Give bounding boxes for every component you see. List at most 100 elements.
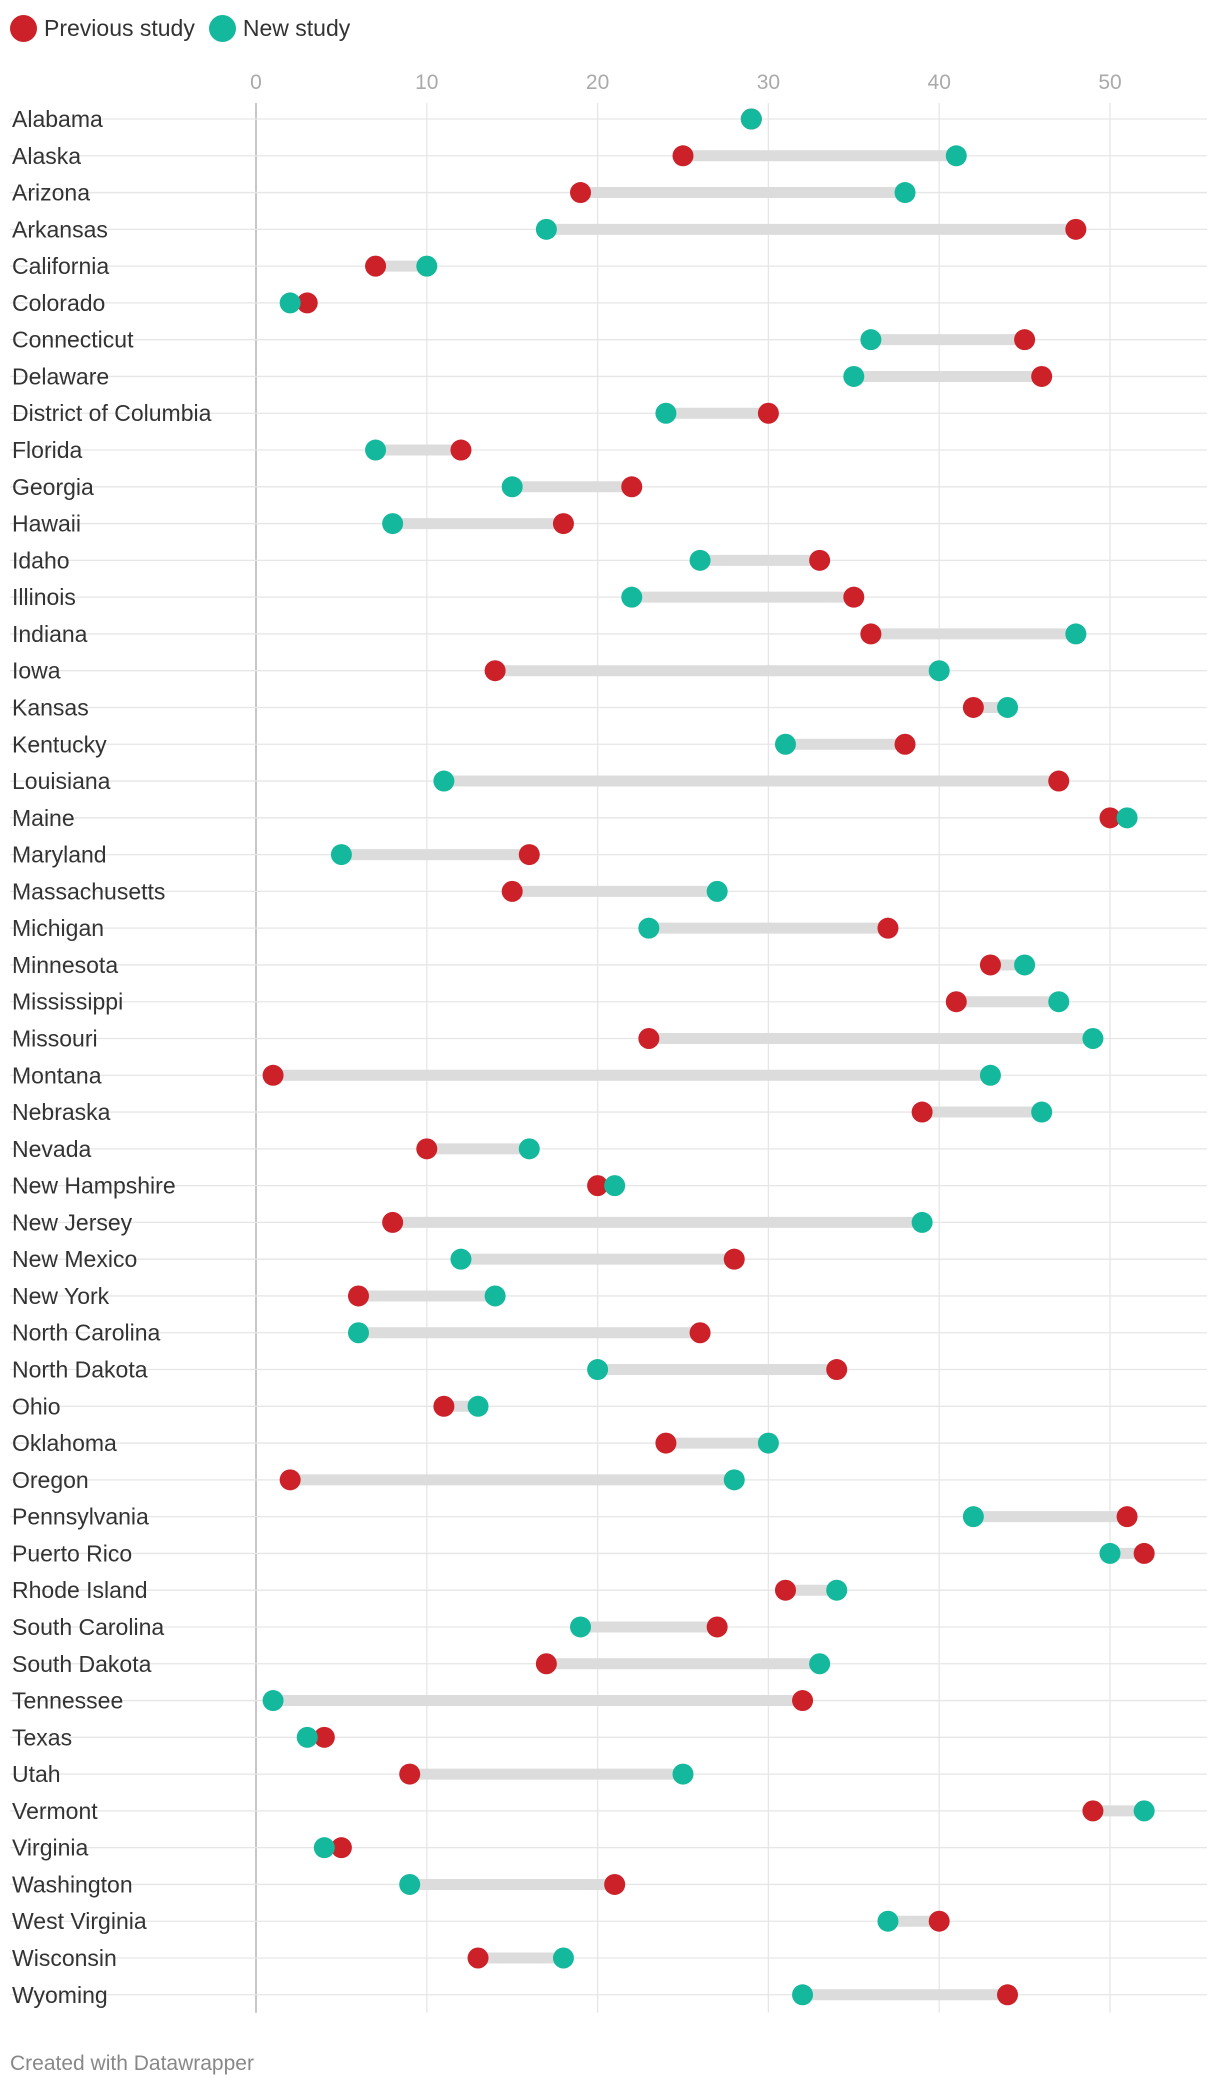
dot-previous-study (365, 255, 387, 277)
state-label: Illinois (12, 584, 76, 610)
dot-previous-study (501, 880, 523, 902)
dot-previous-study (1082, 1800, 1104, 1822)
state-label: Arkansas (12, 216, 108, 242)
dot-new-study (587, 1359, 609, 1381)
state-label: Ohio (12, 1393, 61, 1419)
dot-previous-study (535, 1653, 557, 1675)
state-label: Nebraska (12, 1099, 111, 1125)
dot-new-study (330, 844, 352, 866)
state-label: Maryland (12, 842, 107, 868)
dot-previous-study (604, 1873, 626, 1895)
dot-new-study (877, 1910, 899, 1932)
dot-new-study (979, 1064, 1001, 1086)
legend-label-new: New study (242, 14, 351, 41)
dot-new-study (621, 586, 643, 608)
state-label: California (12, 253, 109, 279)
state-label: Utah (12, 1761, 61, 1787)
dot-new-study (1014, 954, 1036, 976)
state-label: Alaska (12, 143, 81, 169)
dot-previous-study (1133, 1542, 1155, 1564)
dot-new-study (262, 1690, 284, 1712)
state-label: Oklahoma (12, 1430, 117, 1456)
dot-previous-study (570, 182, 592, 204)
state-label: West Virginia (12, 1908, 147, 1934)
state-label: Texas (12, 1724, 72, 1750)
state-label: Rhode Island (12, 1577, 148, 1603)
state-label: New Jersey (12, 1209, 133, 1235)
dot-new-study (1065, 623, 1087, 645)
dot-previous-study (928, 1910, 950, 1932)
dot-previous-study (757, 402, 779, 424)
state-label: Pennsylvania (12, 1504, 149, 1530)
state-label: Idaho (12, 547, 70, 573)
dot-new-study (997, 696, 1019, 718)
dot-previous-study (689, 1322, 711, 1344)
dot-previous-study (313, 1726, 335, 1748)
state-label: North Dakota (12, 1357, 148, 1383)
dot-previous-study (1065, 218, 1087, 240)
dot-previous-study (1031, 365, 1053, 387)
state-label: Montana (12, 1062, 102, 1088)
state-label: Missouri (12, 1026, 98, 1052)
state-label: Minnesota (12, 952, 118, 978)
state-label: District of Columbia (12, 400, 212, 426)
dot-new-study (638, 917, 660, 939)
dot-new-study (928, 660, 950, 682)
state-label: Delaware (12, 363, 109, 389)
dot-previous-study (467, 1947, 489, 1969)
legend-label-previous: Previous study (44, 14, 195, 41)
dot-previous-study (399, 1763, 421, 1785)
dot-previous-study (672, 145, 694, 167)
dot-previous-study (552, 513, 574, 535)
state-label: Arizona (12, 180, 90, 206)
dot-new-study (1116, 807, 1138, 829)
state-label: Vermont (12, 1798, 98, 1824)
dot-new-study (399, 1873, 421, 1895)
dot-new-study (535, 218, 557, 240)
state-label: Kansas (12, 694, 89, 720)
dot-new-study (894, 182, 916, 204)
dot-previous-study (894, 733, 916, 755)
dot-new-study (911, 1211, 933, 1233)
legend-swatch-new (208, 14, 236, 42)
dot-new-study (723, 1469, 745, 1491)
legend: Previous study New study (10, 12, 364, 44)
state-label: Iowa (12, 658, 61, 684)
footer-credit: Created with Datawrapper (10, 2052, 254, 2075)
state-label: Virginia (12, 1835, 88, 1861)
state-label: Maine (12, 805, 75, 831)
dot-new-study (860, 329, 882, 351)
dot-new-study (1031, 1101, 1053, 1123)
dot-new-study (552, 1947, 574, 1969)
dot-new-study (484, 1285, 506, 1307)
dot-new-study (450, 1248, 472, 1270)
state-label: Florida (12, 437, 83, 463)
dot-previous-study (723, 1248, 745, 1270)
state-label: South Carolina (12, 1614, 164, 1640)
dot-previous-study (587, 1175, 609, 1197)
dot-previous-study (706, 1616, 728, 1638)
dot-new-study (706, 880, 728, 902)
state-label: Alabama (12, 106, 103, 132)
dot-range-chart: 0 10 20 30 40 50 Alabama Alaska Arizona Arkansas C… (10, 71, 1207, 2013)
dot-previous-study (792, 1690, 814, 1712)
dot-previous-study (911, 1101, 933, 1123)
tick-label-x-0: 0 (250, 71, 262, 94)
dot-previous-study (416, 1138, 438, 1160)
dot-new-study (570, 1616, 592, 1638)
state-label: Kentucky (12, 731, 107, 757)
dot-new-study (382, 513, 404, 535)
dot-previous-study (809, 549, 831, 571)
dot-new-study (655, 402, 677, 424)
dot-previous-study (1099, 807, 1121, 829)
state-label: Connecticut (12, 327, 134, 353)
state-label: Nevada (12, 1136, 91, 1162)
dot-new-study (518, 1138, 540, 1160)
tick-label-x-10: 10 (415, 71, 438, 94)
dot-new-study (365, 439, 387, 461)
state-label: Louisiana (12, 768, 111, 794)
dot-previous-study (621, 476, 643, 498)
dot-new-study (774, 733, 796, 755)
dot-new-study (809, 1653, 831, 1675)
dot-previous-study (997, 1984, 1019, 2006)
